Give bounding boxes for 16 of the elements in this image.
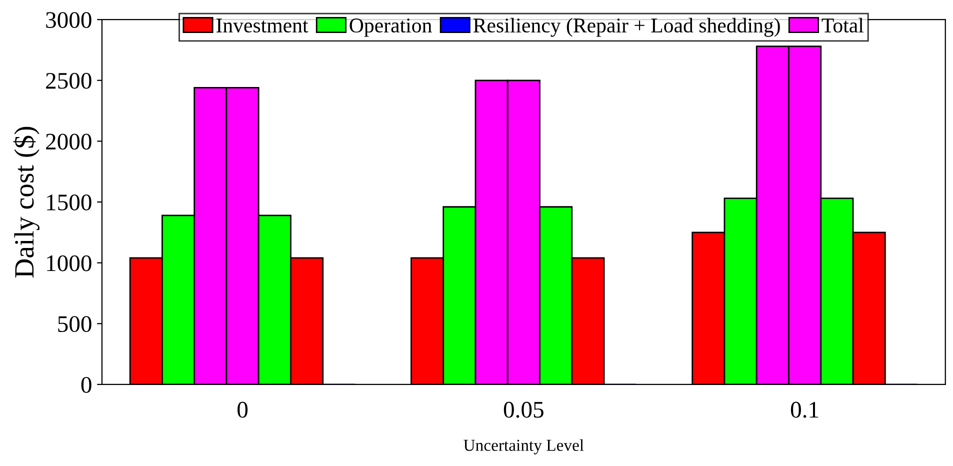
y-tick-label: 1500 bbox=[47, 194, 92, 210]
legend-label: Operation bbox=[350, 18, 432, 37]
y-tick-label: 3000 bbox=[46, 12, 92, 28]
legend-label: Total bbox=[822, 18, 864, 33]
legend-label: Resiliency (Repair + Load shedding) bbox=[473, 18, 780, 37]
y-axis-title: Daily cost ($) bbox=[13, 126, 40, 278]
legend-label: Investment bbox=[216, 18, 308, 33]
y-tick-label: 2500 bbox=[46, 72, 92, 89]
x-tick-label: 0.1 bbox=[790, 402, 818, 418]
y-tick-label: 500 bbox=[58, 316, 92, 332]
y-tick-label: 0 bbox=[81, 376, 92, 393]
y-tick-label: 1000 bbox=[47, 255, 92, 272]
x-tick-label: 0.05 bbox=[504, 402, 544, 418]
y-tick-label: 2000 bbox=[46, 134, 92, 150]
x-axis-title: Uncertainty Level bbox=[464, 439, 584, 454]
x-tick-label: 0 bbox=[238, 402, 248, 418]
